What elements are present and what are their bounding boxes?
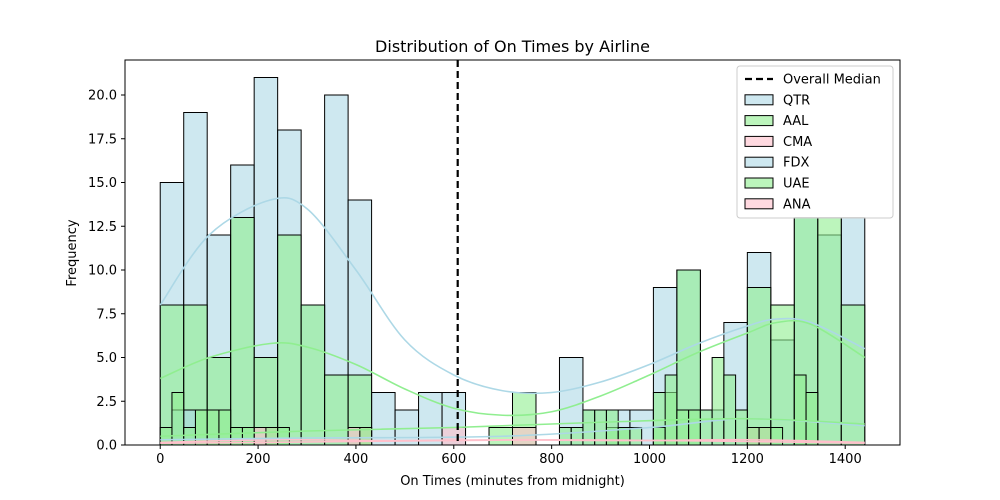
legend-label: QTR [783, 93, 810, 108]
bar-uae [711, 357, 725, 446]
legend-label: UAE [783, 177, 810, 192]
legend-box [736, 65, 894, 219]
x-tick-label: 1200 [731, 452, 764, 467]
x-tick-label: 400 [344, 452, 369, 467]
bar-aal [324, 374, 349, 446]
bar-uae [570, 427, 584, 446]
bar-uae [171, 392, 185, 446]
bar-aal [277, 234, 302, 446]
x-axis: 0 200 400 600 800 1000 1200 1400 [156, 445, 862, 467]
kde-ana [160, 438, 865, 445]
legend-swatch [744, 198, 774, 210]
x-axis-label: On Times (minutes from midnight) [400, 474, 625, 489]
x-tick-label: 200 [246, 452, 271, 467]
y-axis-label: Frequency [65, 219, 80, 286]
x-tick-label: 0 [156, 452, 164, 467]
bar-aal [746, 287, 772, 446]
plot-frame [124, 59, 901, 446]
x-tick-label: 800 [539, 452, 564, 467]
legend-swatch [744, 115, 774, 127]
legend-label: ANA [783, 197, 811, 212]
bar-aal [770, 304, 795, 446]
legend-swatch [744, 94, 774, 106]
legend: Overall Median QTR AAL CMA FDX UAE ANA [736, 65, 894, 219]
bar-aal [230, 217, 255, 446]
x-tick-label: 1400 [829, 452, 862, 467]
y-tick-label: 0.0 [96, 439, 117, 454]
y-tick-label: 15.0 [88, 176, 117, 191]
y-tick-label: 17.5 [88, 132, 117, 147]
bar-uae [805, 392, 819, 446]
bar-uae [558, 427, 572, 446]
legend-label: AAL [783, 114, 809, 129]
bar-aal [300, 304, 326, 446]
y-tick-label: 20.0 [88, 89, 117, 104]
series-uae [159, 357, 819, 446]
y-tick-label: 2.5 [96, 395, 117, 410]
bar-uae [723, 374, 737, 446]
y-tick-label: 12.5 [88, 220, 117, 235]
legend-swatch [744, 177, 774, 189]
kde-qtr [159, 196, 866, 395]
plot-area [124, 59, 901, 446]
legend-label: Overall Median [783, 73, 881, 88]
x-tick-label: 600 [441, 452, 466, 467]
bar-uae [793, 374, 807, 446]
chart-title: Distribution of On Times by Airline [375, 37, 650, 56]
kde-uae [160, 417, 865, 438]
legend-label: CMA [783, 135, 812, 150]
y-tick-label: 5.0 [96, 351, 117, 366]
legend-swatch [744, 156, 774, 168]
y-tick-label: 10.0 [88, 264, 117, 279]
bar-cma [441, 427, 467, 446]
kde-aal [159, 319, 866, 417]
legend-label: FDX [783, 156, 809, 171]
bar-uae [664, 374, 678, 446]
bar-uae [652, 427, 666, 446]
y-tick-label: 7.5 [96, 307, 117, 322]
x-tick-label: 1000 [633, 452, 666, 467]
legend-swatch [744, 135, 774, 147]
bar-uae [629, 427, 643, 446]
y-axis: 0.0 2.5 5.0 7.5 10.0 12.5 15.0 17.5 20.0 [88, 89, 125, 454]
